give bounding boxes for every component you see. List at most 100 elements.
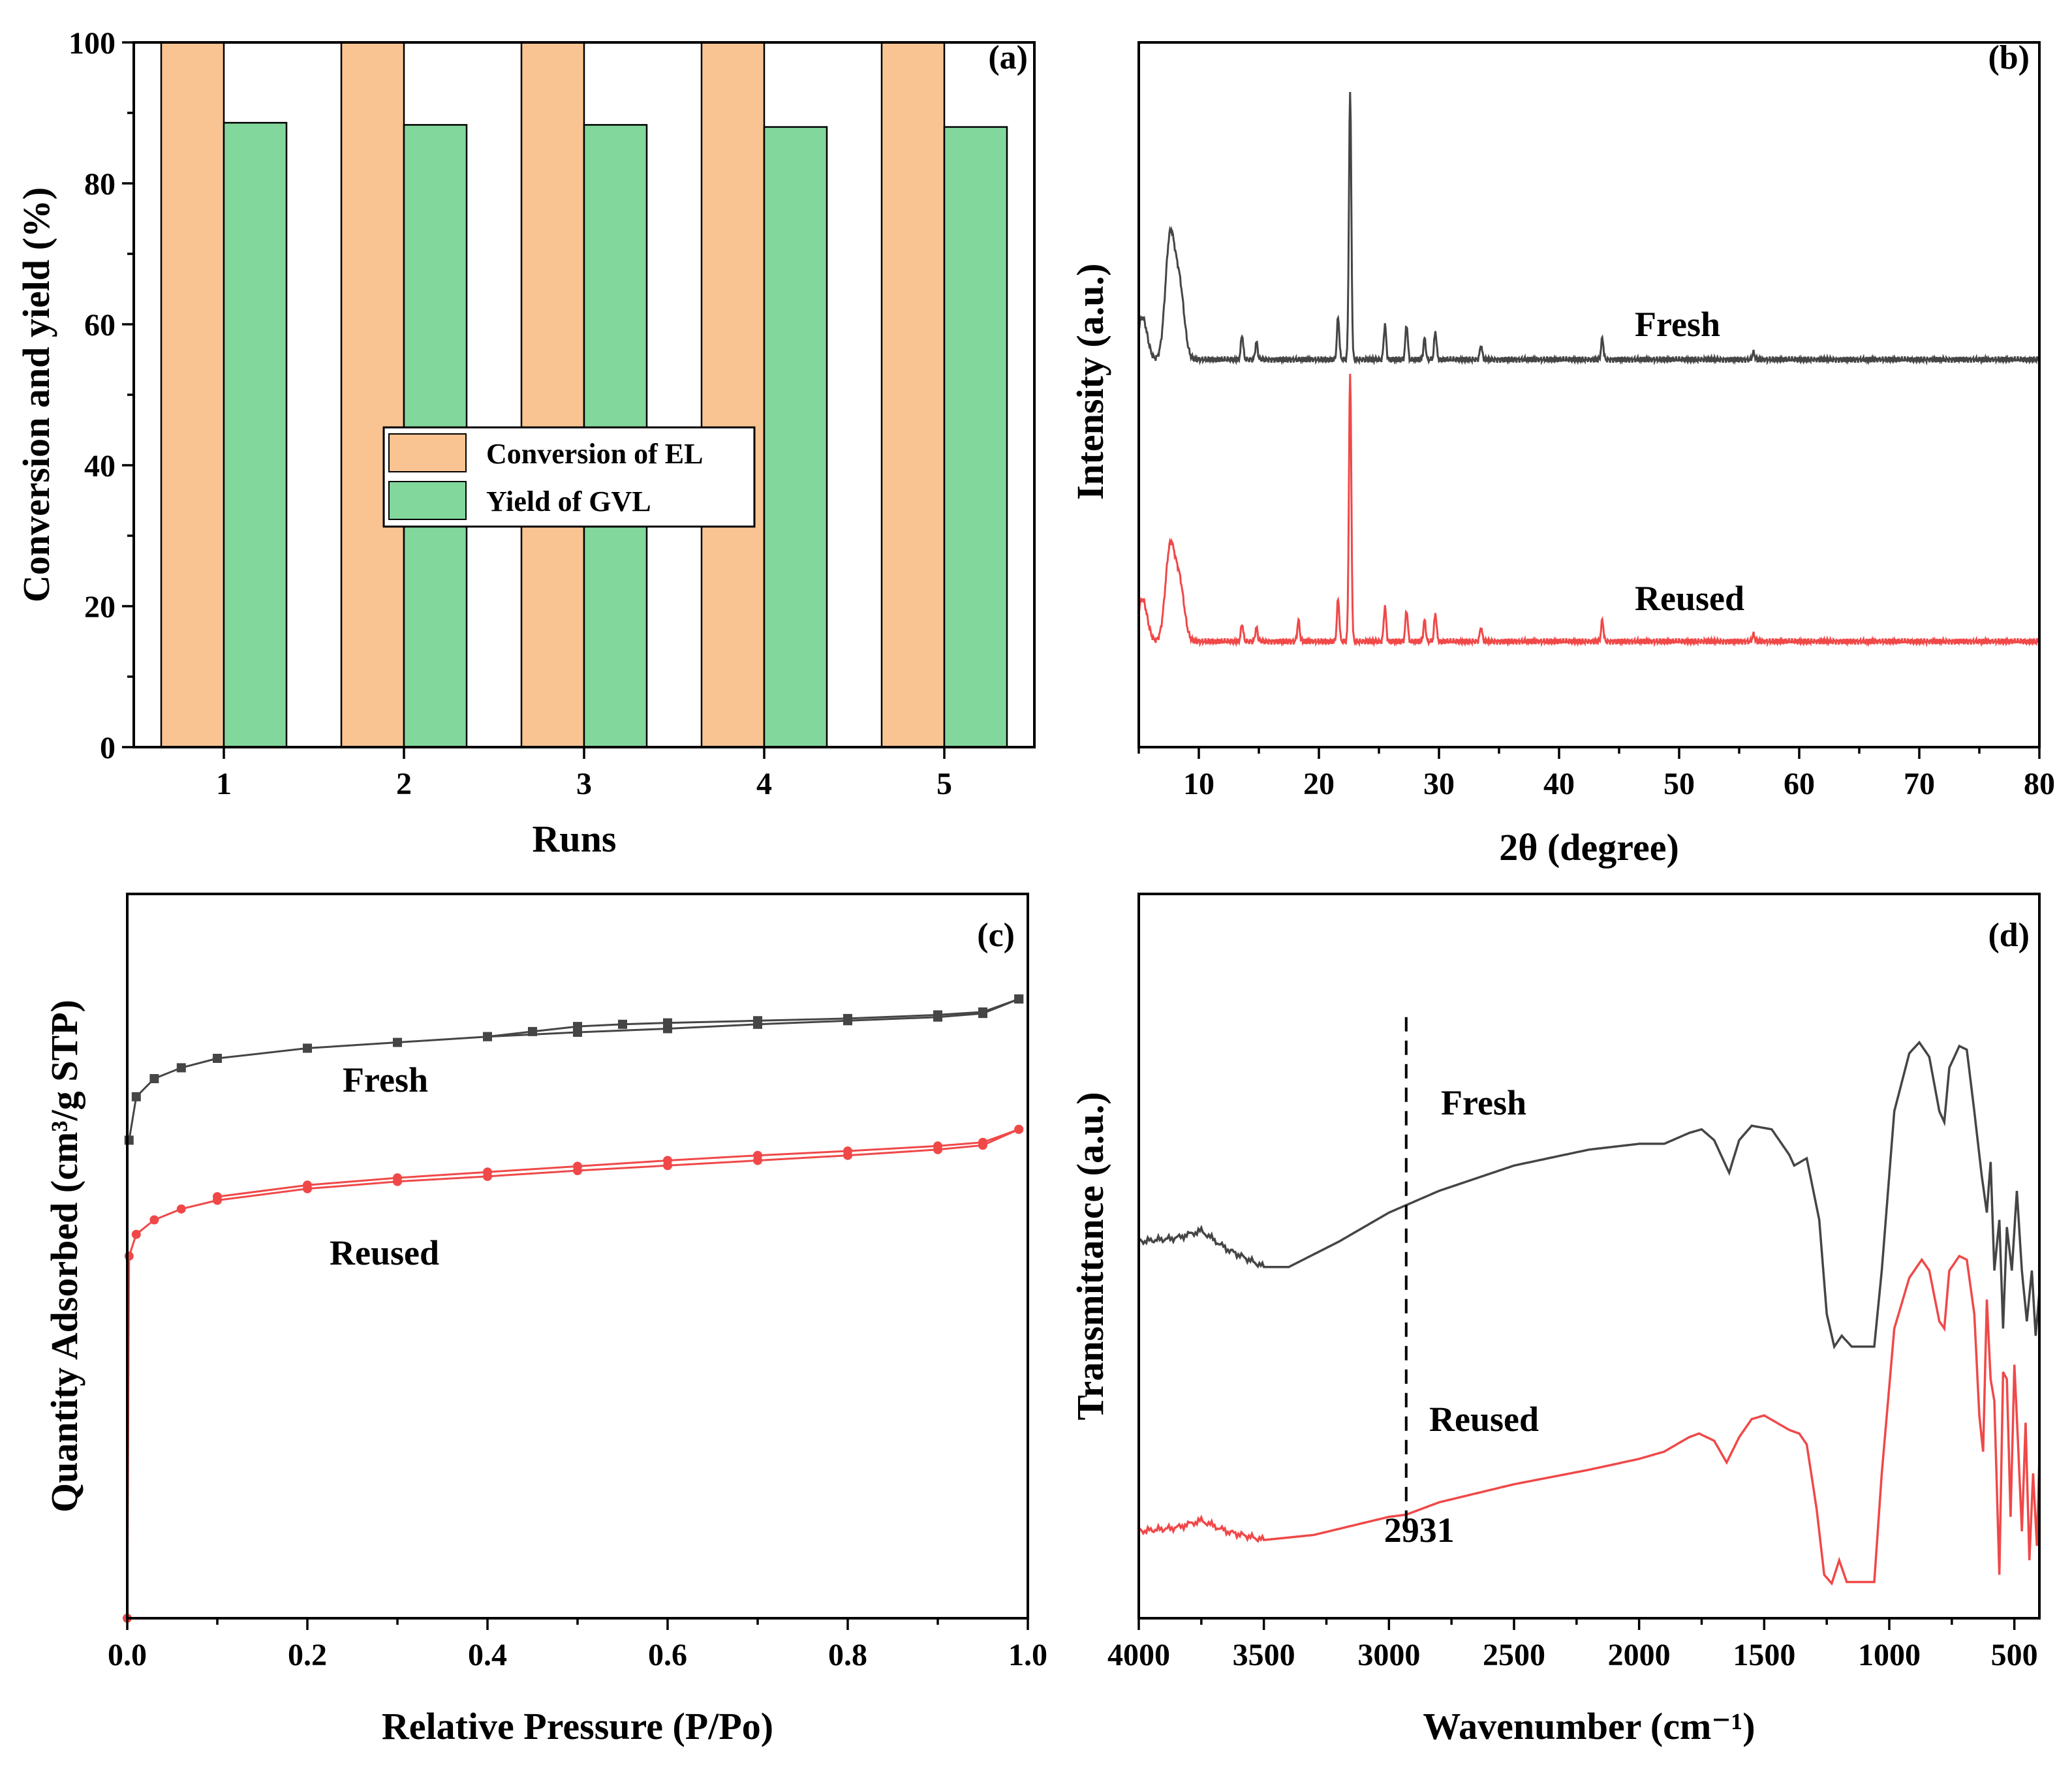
- data-point: [843, 1013, 852, 1023]
- x-tick-label: 2500: [1483, 1638, 1545, 1672]
- plot-frame: [126, 893, 1029, 1620]
- data-point: [843, 1146, 852, 1156]
- x-tick-label: 70: [1904, 767, 1935, 801]
- data-point: [483, 1167, 492, 1177]
- x-tick-label: 10: [1183, 767, 1214, 801]
- x-tick-label: 20: [1303, 767, 1335, 801]
- x-axis-title: Runs: [533, 818, 617, 860]
- x-tick-label: 5: [936, 767, 952, 801]
- bar-yield: [943, 126, 1008, 748]
- data-point: [213, 1191, 222, 1201]
- panel-label: (a): [988, 39, 1028, 76]
- data-point: [978, 1007, 987, 1017]
- data-point: [131, 1229, 141, 1239]
- data-point: [483, 1032, 492, 1041]
- x-tick-label: 0.4: [468, 1638, 507, 1672]
- axis-ticks: 0.0 0.2 0.4 0.6 0.8 1.0: [108, 1618, 1047, 1672]
- axis-ticks: 10 20 30 40 50 60 70 80: [1137, 747, 2055, 801]
- y-tick-label: 60: [84, 308, 116, 343]
- data-point: [213, 1053, 222, 1063]
- data-point: [753, 1150, 762, 1160]
- data-point: [753, 1016, 762, 1026]
- legend: Conversion of EL Yield of GVL: [382, 426, 756, 528]
- data-point: [149, 1074, 159, 1084]
- x-tick-label: 4000: [1107, 1638, 1170, 1672]
- panel-label: (c): [977, 917, 1015, 954]
- x-tick-label: 4: [756, 767, 772, 801]
- y-tick-label: 80: [84, 167, 116, 202]
- bars-group: [160, 41, 1008, 748]
- y-axis-title: Quantity Adsorbed (cm³/g STP): [43, 1000, 85, 1513]
- series-label-reused: Reused: [1429, 1400, 1539, 1439]
- y-axis-title: Intensity (a.u.): [1069, 264, 1111, 500]
- data-point: [303, 1043, 312, 1053]
- bar-conversion: [700, 41, 765, 748]
- data-point: [393, 1037, 402, 1047]
- desorption-branch: [487, 998, 1019, 1038]
- x-tick-label: 0.6: [648, 1638, 687, 1672]
- bar-conversion: [880, 41, 946, 748]
- legend-label-conversion: Conversion of EL: [486, 438, 703, 470]
- bar-conversion: [520, 41, 585, 748]
- x-tick-label: 0.0: [108, 1638, 147, 1672]
- panel-label: (d): [1988, 917, 2030, 954]
- y-tick-label: 40: [84, 449, 116, 484]
- data-point: [124, 1135, 134, 1145]
- series-label-fresh: Fresh: [1441, 1083, 1526, 1122]
- isotherm-reused: [123, 1124, 1024, 1623]
- y-tick-label: 0: [100, 731, 116, 765]
- data-point: [149, 1215, 159, 1225]
- x-axis-title: Relative Pressure (P/Po): [382, 1705, 773, 1747]
- data-point: [933, 1010, 942, 1020]
- data-point: [131, 1092, 141, 1101]
- data-point: [1014, 994, 1024, 1004]
- x-tick-label: 3500: [1233, 1638, 1295, 1672]
- panel-label: (b): [1988, 39, 2030, 76]
- data-point: [663, 1156, 672, 1165]
- panel-a: 1 2 3 4 5 0 20 40 60 80 100 (a) Runs Conversion an…: [15, 26, 1036, 860]
- xrd-fresh-line: [1138, 91, 2041, 366]
- data-point: [176, 1063, 186, 1073]
- bar-conversion: [340, 41, 405, 748]
- x-tick-label: 2: [396, 767, 412, 801]
- series-label-reused: Reused: [1635, 579, 1744, 618]
- data-point: [573, 1022, 582, 1032]
- isotherm-fresh: [124, 994, 1024, 1145]
- x-tick-label: 80: [2024, 767, 2055, 801]
- legend-swatch-yield: [388, 481, 467, 520]
- data-point: [618, 1019, 627, 1029]
- x-tick-label: 0.2: [288, 1638, 327, 1672]
- x-tick-label: 1500: [1733, 1638, 1795, 1672]
- data-point: [176, 1204, 186, 1214]
- x-tick-label: 500: [1991, 1638, 2038, 1672]
- y-axis-title: Conversion and yield (%): [15, 187, 57, 602]
- data-point: [528, 1026, 537, 1036]
- adsorption-branch: [126, 1128, 1019, 1619]
- axis-ticks: 4000 3500 3000 2500 2000 1500 1000 500: [1107, 1618, 2038, 1672]
- legend-label-yield: Yield of GVL: [486, 485, 651, 517]
- x-tick-label: 2000: [1608, 1638, 1671, 1672]
- x-tick-label: 1: [216, 767, 232, 801]
- x-tick-label: 0.8: [828, 1638, 867, 1672]
- data-point: [124, 1252, 134, 1261]
- plot-frame: [1137, 893, 2041, 1620]
- data-point: [978, 1137, 987, 1147]
- x-axis-title: Wavenumber (cm⁻¹): [1423, 1705, 1755, 1747]
- data-point: [663, 1018, 672, 1028]
- series-label-fresh: Fresh: [343, 1060, 428, 1099]
- bar-yield: [223, 121, 288, 748]
- series-label-fresh: Fresh: [1635, 305, 1720, 344]
- data-point: [573, 1161, 582, 1171]
- data-point: [303, 1180, 312, 1190]
- y-axis-title: Transmittance (a.u.): [1069, 1092, 1111, 1420]
- panel-d: 4000 3500 3000 2500 2000 1500 1000 500 (d) Fres…: [1069, 893, 2041, 1747]
- data-point: [1014, 1124, 1024, 1134]
- annotation-label: 2931: [1384, 1511, 1455, 1550]
- bar-conversion: [160, 41, 225, 748]
- x-tick-label: 40: [1543, 767, 1575, 801]
- y-tick-label: 100: [69, 26, 116, 61]
- data-point: [393, 1173, 402, 1183]
- x-tick-label: 30: [1423, 767, 1455, 801]
- xrd-reused-line: [1138, 373, 2041, 648]
- axis-ticks: 1 2 3 4 5 0 20 40 60 80 100: [69, 26, 952, 801]
